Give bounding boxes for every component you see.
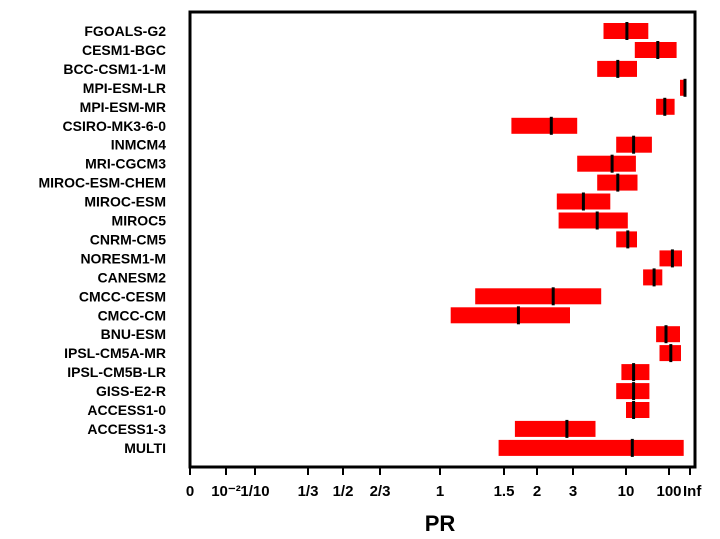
x-tick-label: 0 [186,483,194,500]
model-label: CMCC-CESM [79,288,166,304]
model-label: MULTI [124,440,166,456]
interval-bar [558,212,628,229]
x-tick-label: 3 [569,483,577,500]
interval-bar [498,439,684,456]
x-tick-label: Inf [683,483,702,500]
interval-bar [475,288,602,305]
model-label: MPI-ESM-LR [83,80,166,96]
model-label: GISS-E2-R [96,383,166,399]
model-label: MRI-CGCM3 [85,156,166,172]
interval-bar [626,402,650,418]
model-label: IPSL-CM5A-MR [64,345,166,361]
model-label: INMCM4 [111,137,166,153]
interval-bar [621,364,650,381]
model-label: MIROC5 [112,213,167,229]
medians-layer [516,22,687,457]
x-axis-title: PR [425,511,456,536]
model-label: ACCESS1-3 [87,421,166,437]
model-label: CESM1-BGC [82,42,166,58]
model-label: BCC-CSM1-1-M [63,61,166,77]
interval-bar [680,79,685,96]
model-label: MIROC-ESM-CHEM [38,175,166,191]
x-tick-label: 1 [436,483,444,500]
y-axis-labels: FGOALS-G2 CESM1-BGC BCC-CSM1-1-M MPI-ESM-LR… [38,23,166,456]
model-label: IPSL-CM5B-LR [67,364,166,380]
x-axis: 0 10⁻² 1/10 1/3 1/2 2/3 1 1.5 2 3 10 100 Inf [186,467,702,500]
x-tick-label: 1.5 [494,483,515,500]
interval-bar [659,250,682,267]
plot-frame [188,10,697,469]
interval-bar [656,326,680,343]
model-label: MIROC-ESM [84,194,166,210]
model-label: CMCC-CM [98,307,166,323]
interval-bar [634,42,677,58]
model-label: CANESM2 [98,269,167,285]
interval-bar [577,155,636,172]
x-tick-label: 10⁻² [211,483,241,500]
model-label: FGOALS-G2 [84,23,166,39]
model-label: NORESM1-M [80,250,166,266]
model-label: BNU-ESM [101,326,166,342]
bars-layer [450,23,685,456]
x-tick-label: 100 [656,483,681,500]
x-tick-label: 2/3 [370,483,391,500]
x-tick-label: 2 [533,483,541,500]
x-tick-label: 1/10 [240,483,269,500]
model-label: ACCESS1-0 [87,402,166,418]
x-tick-label: 1/3 [298,483,319,500]
x-tick-label: 10 [618,483,635,500]
x-tick-label: 1/2 [333,483,354,500]
interval-bar [511,117,578,134]
model-label: CNRM-CM5 [90,231,166,247]
model-label: CSIRO-MK3-6-0 [63,118,167,134]
interval-bar [450,307,570,324]
interval-bar [514,420,596,437]
model-label: MPI-ESM-MR [80,99,166,115]
